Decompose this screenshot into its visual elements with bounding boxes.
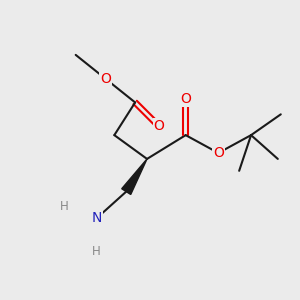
- Text: O: O: [213, 146, 224, 160]
- Polygon shape: [122, 159, 147, 194]
- Text: O: O: [100, 72, 111, 86]
- Text: H: H: [59, 200, 68, 213]
- Text: O: O: [180, 92, 191, 106]
- Text: H: H: [92, 244, 101, 258]
- Text: O: O: [154, 119, 164, 133]
- Text: N: N: [91, 212, 102, 225]
